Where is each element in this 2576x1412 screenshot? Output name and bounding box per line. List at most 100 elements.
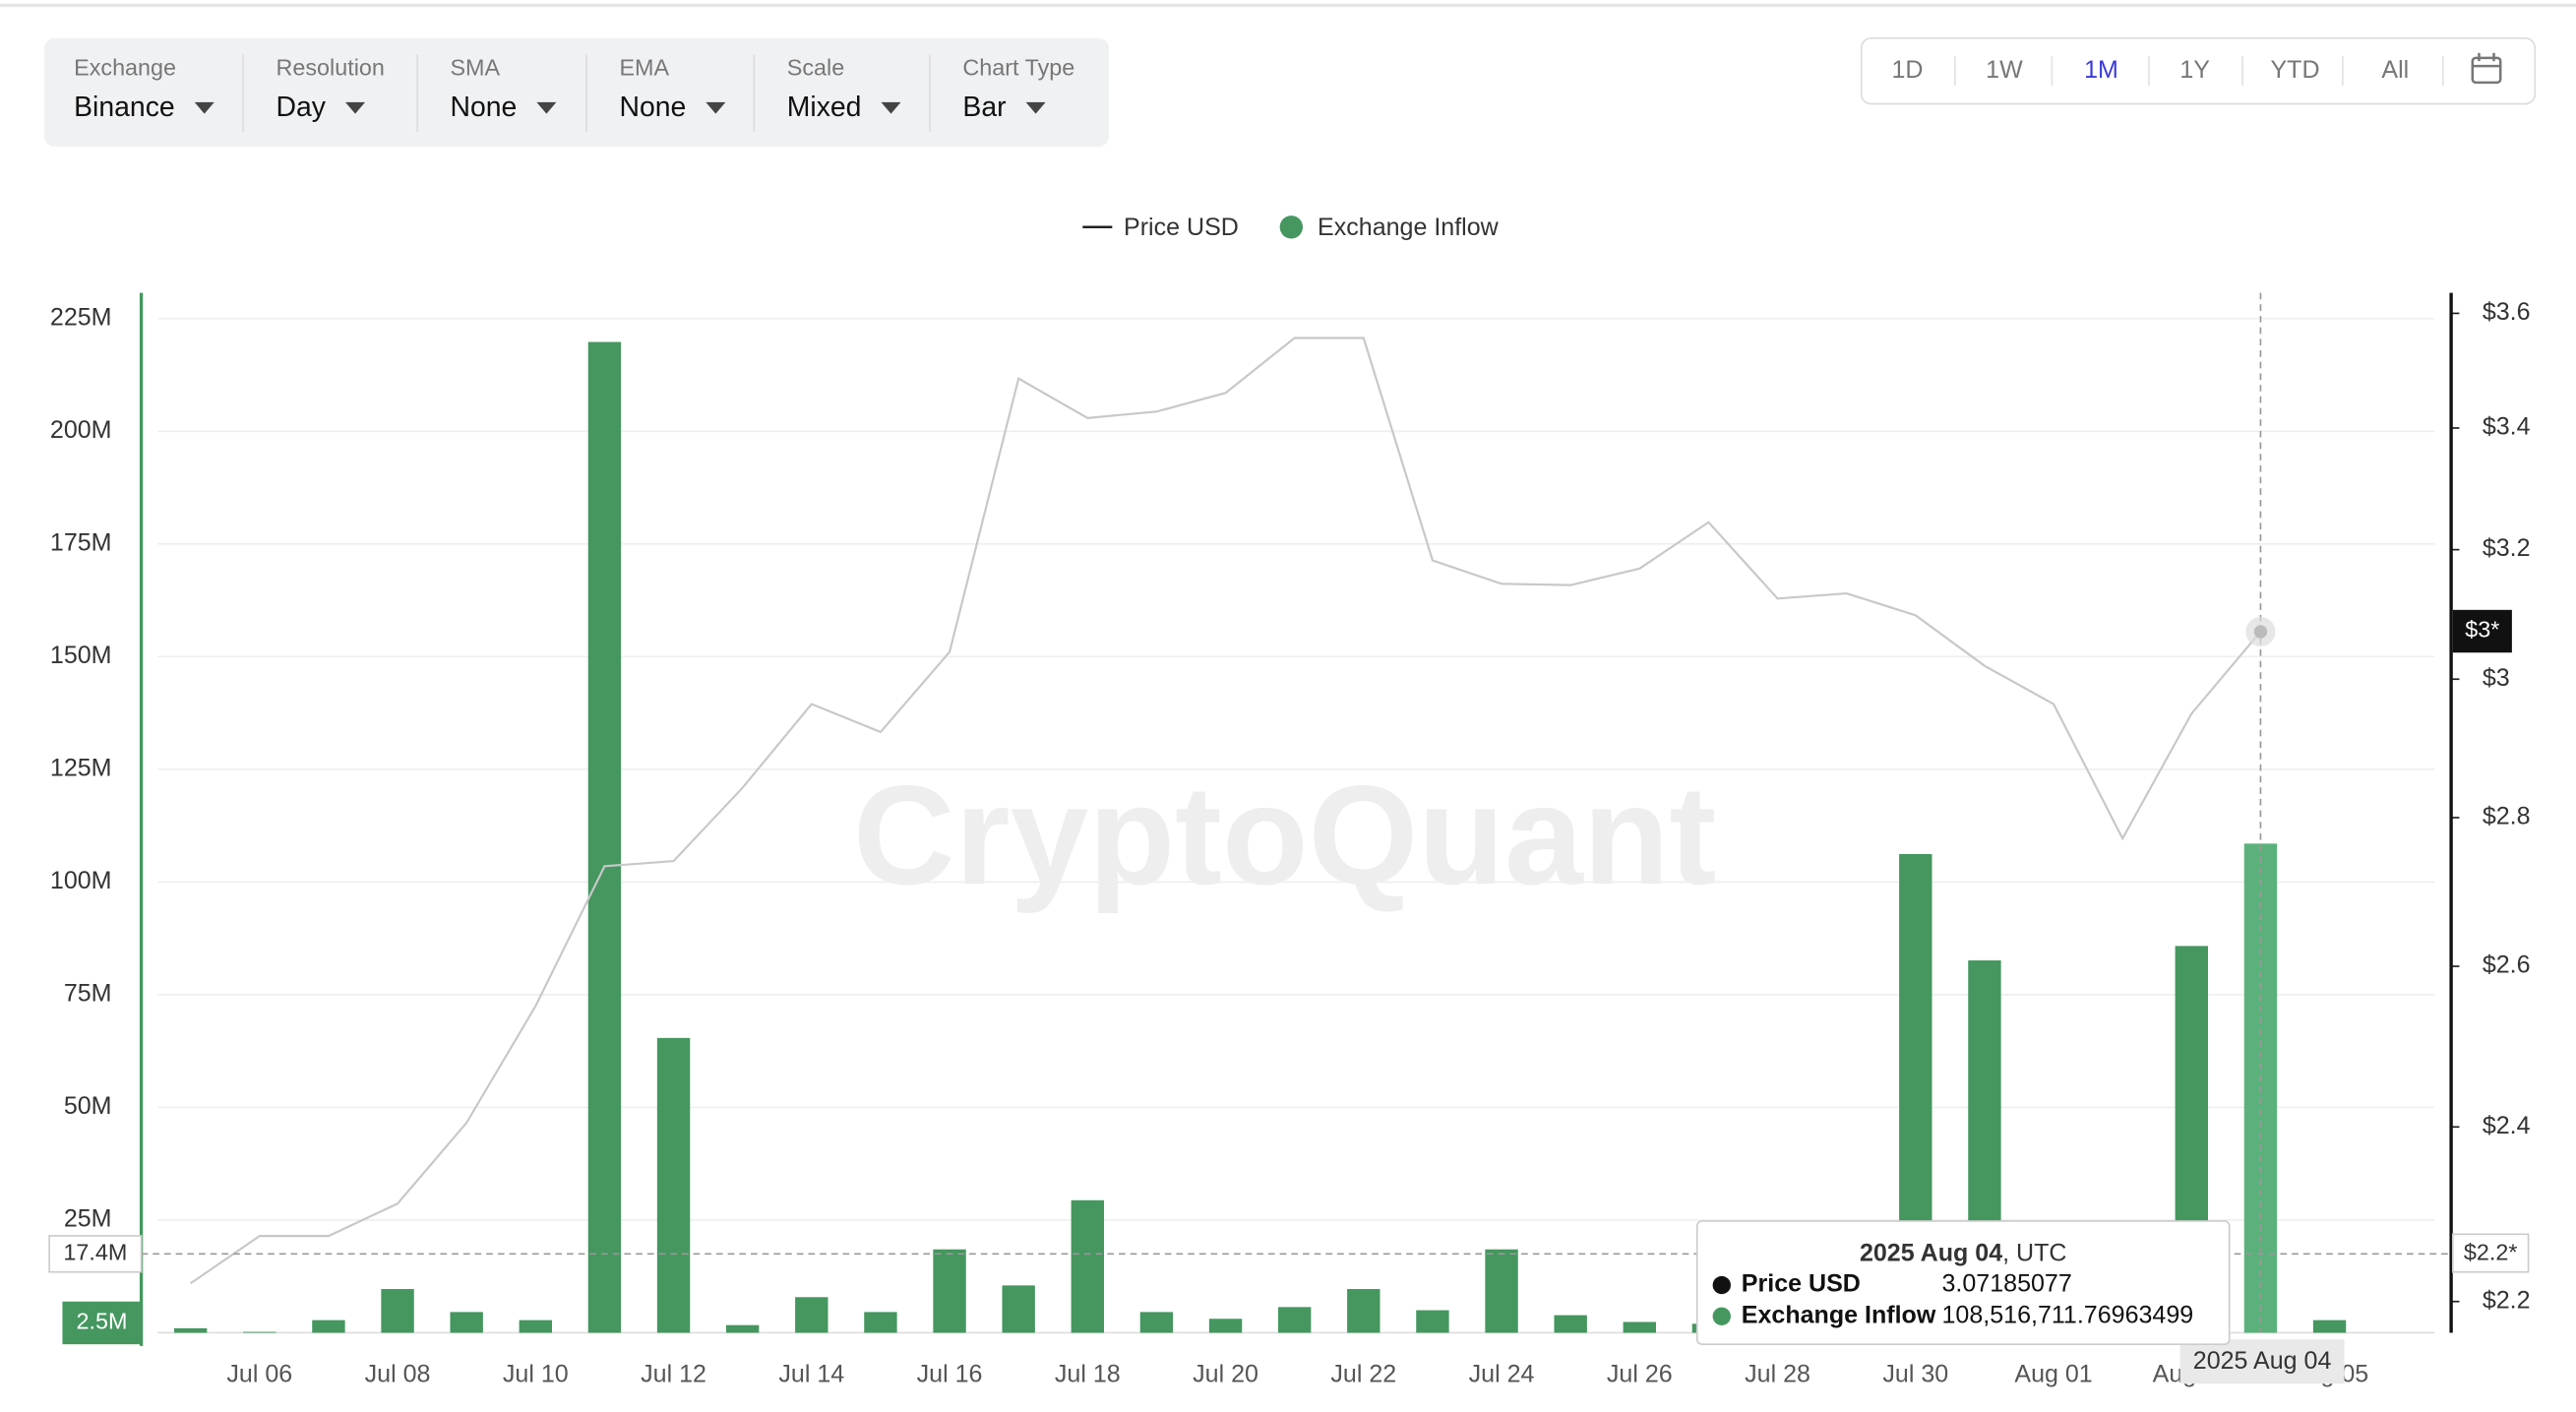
y2-tick-label: $2.4 <box>2483 1112 2531 1139</box>
y-tick-label: 125M <box>50 754 112 781</box>
watermark: CryptoQuant <box>853 757 1716 914</box>
dropdown-arrow <box>1025 101 1046 114</box>
tooltip-value: 108,516,711.76963499 <box>1942 1301 2194 1328</box>
control-label: Resolution <box>276 55 385 81</box>
y-tick-label: 150M <box>50 642 112 669</box>
y2-tick-label: $3.6 <box>2483 298 2531 326</box>
bar <box>656 1037 691 1333</box>
control-value[interactable]: Bar <box>962 92 1006 123</box>
tooltip <box>1695 1220 2231 1345</box>
control-panel <box>44 37 1110 147</box>
bar <box>1139 1312 1174 1333</box>
bar <box>1002 1285 1035 1333</box>
control-label: EMA <box>619 55 669 81</box>
bar <box>864 1312 897 1333</box>
bar <box>1416 1310 1449 1333</box>
legend-dot <box>1279 215 1304 239</box>
dropdown-arrow <box>881 101 901 114</box>
crosshair-label-box <box>2452 609 2512 653</box>
y2-tick-label: $2.2 <box>2483 1286 2531 1314</box>
dropdown-arrow <box>536 101 557 114</box>
bar <box>243 1331 276 1333</box>
y-tick-label: 75M <box>64 979 112 1007</box>
control-value[interactable]: Mixed <box>787 92 862 123</box>
calendar-icon[interactable] <box>2471 52 2502 85</box>
range-button[interactable]: All <box>2381 56 2409 84</box>
crosshair-label: $3* <box>2465 617 2499 643</box>
x-tick-label: Jul 18 <box>1055 1360 1121 1387</box>
crosshair-label-box <box>48 1235 143 1273</box>
dropdown-arrow <box>345 101 366 114</box>
x-tick-label: Jul 08 <box>365 1360 431 1387</box>
crosshair-label: 17.4M <box>63 1240 127 1265</box>
control-value[interactable]: None <box>450 92 517 123</box>
range-button[interactable]: 1W <box>1986 56 2023 84</box>
tooltip-title: 2025 Aug 04, UTC <box>1860 1239 2067 1266</box>
range-panel <box>1860 36 2537 105</box>
tooltip-dot <box>1712 1275 1731 1295</box>
tooltip-title-part: 2025 Aug 04 <box>1860 1239 2002 1266</box>
x-tick-label: Jul 30 <box>1882 1360 1948 1387</box>
legend-label[interactable]: Exchange Inflow <box>1318 214 1500 241</box>
range-button[interactable]: YTD <box>2270 56 2319 84</box>
y-tick-label: 200M <box>50 416 112 444</box>
bar <box>2312 1320 2347 1333</box>
price-line <box>190 337 2262 1285</box>
crosshair-label: 2.5M <box>77 1309 128 1334</box>
x-tick-label: Jul 20 <box>1193 1360 1258 1387</box>
bar <box>1071 1199 1104 1333</box>
control-label: Scale <box>787 55 844 81</box>
x-tick-label: Jul 16 <box>917 1360 983 1387</box>
control-label: Exchange <box>74 55 176 81</box>
bar <box>173 1327 208 1333</box>
y2-tick-label: $3 <box>2483 664 2510 692</box>
y2-tick-label: $2.6 <box>2483 952 2531 979</box>
bar <box>450 1312 483 1333</box>
x-tick-label: Jul 24 <box>1469 1360 1535 1387</box>
tooltip-dot <box>1712 1307 1731 1325</box>
bar <box>725 1324 760 1333</box>
x-tick-label: Jul 26 <box>1607 1360 1673 1387</box>
tooltip-value: 3.07185077 <box>1942 1270 2072 1298</box>
tooltip-name: Exchange Inflow <box>1742 1301 1936 1328</box>
x-tick-label: Jul 12 <box>641 1360 706 1387</box>
y-tick-label: 25M <box>64 1205 112 1233</box>
bar <box>1554 1315 1587 1333</box>
legend-label[interactable]: Price USD <box>1124 214 1239 241</box>
y2-tick-label: $2.8 <box>2483 803 2531 830</box>
y-tick-label: 50M <box>64 1092 112 1120</box>
bar <box>381 1289 414 1333</box>
bar <box>1347 1289 1380 1333</box>
range-button[interactable]: 1D <box>1891 56 1923 84</box>
bar <box>1485 1249 1518 1333</box>
crosshair-label-box <box>2179 1339 2345 1384</box>
x-tick-label: Jul 28 <box>1745 1360 1810 1387</box>
bar <box>587 341 622 1333</box>
y2-tick-label: $3.4 <box>2483 413 2531 441</box>
control-value[interactable]: None <box>619 92 686 123</box>
range-button[interactable]: 1Y <box>2179 56 2210 84</box>
bar <box>1208 1319 1243 1333</box>
y-tick-label: 225M <box>50 303 112 331</box>
tooltip-title-part: , UTC <box>2002 1239 2066 1266</box>
crosshair-label: $2.2* <box>2464 1240 2518 1265</box>
x-tick-label: Aug 01 <box>2014 1360 2092 1387</box>
bar <box>312 1320 345 1333</box>
y2-tick-label: $3.2 <box>2483 534 2531 562</box>
y-tick-label: 100M <box>50 867 112 894</box>
bar <box>1623 1321 1656 1333</box>
control-value[interactable]: Binance <box>74 92 175 123</box>
range-button[interactable]: 1M <box>2084 56 2118 84</box>
crosshair-label-box <box>62 1301 142 1345</box>
x-tick-label: Jul 10 <box>503 1360 569 1387</box>
x-tick-label: Jul 06 <box>226 1360 292 1387</box>
x-tick-label: Jul 14 <box>778 1360 844 1387</box>
hover-point <box>2253 625 2268 639</box>
bar <box>519 1320 552 1333</box>
dropdown-arrow <box>194 101 215 114</box>
control-label: SMA <box>450 55 500 81</box>
bar <box>795 1297 828 1333</box>
control-value[interactable]: Day <box>276 92 327 123</box>
